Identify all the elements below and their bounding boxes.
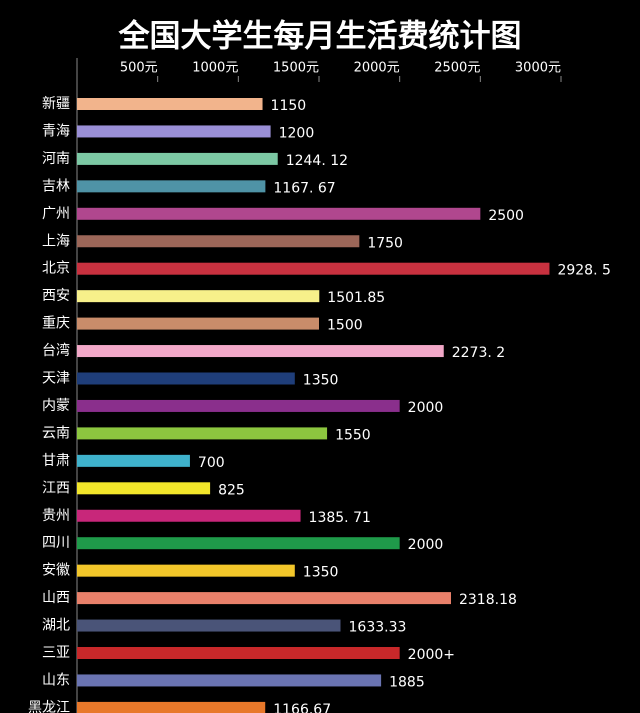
- category-label: 重庆: [42, 316, 70, 332]
- category-label: 山西: [42, 590, 70, 606]
- bar: [77, 701, 266, 713]
- bar: [77, 180, 266, 193]
- bar: [77, 235, 360, 248]
- bar: [77, 537, 400, 550]
- bar: [77, 399, 400, 412]
- x-tick-label: 500元: [120, 61, 158, 76]
- bar: [77, 564, 295, 577]
- value-label: 1750: [367, 235, 403, 251]
- category-label: 新疆: [42, 96, 70, 112]
- bar: [77, 592, 451, 605]
- value-label: 2928. 5: [557, 263, 610, 279]
- category-label: 内蒙: [42, 398, 70, 414]
- bar: [77, 125, 271, 138]
- bar: [77, 647, 400, 659]
- category-label: 安徽: [42, 563, 70, 579]
- x-tick-label: 1500元: [273, 61, 319, 76]
- x-tick-label: 2500元: [434, 61, 480, 76]
- x-tick-label: 3000元: [515, 61, 561, 76]
- value-label: 2000+: [408, 647, 455, 663]
- bar: [77, 482, 211, 495]
- value-label: 1501.85: [327, 290, 385, 306]
- bar: [77, 290, 320, 303]
- category-label: 上海: [42, 233, 70, 249]
- category-label: 台湾: [42, 342, 70, 359]
- value-label: 825: [218, 482, 245, 498]
- value-label: 1244. 12: [286, 153, 348, 169]
- value-label: 1385. 71: [309, 510, 371, 526]
- bar: [77, 152, 278, 165]
- category-label: 贵州: [42, 508, 70, 524]
- value-label: 2500: [488, 208, 524, 224]
- value-label: 2273. 2: [452, 345, 505, 361]
- value-label: 2000: [408, 537, 444, 553]
- bar: [77, 454, 190, 467]
- value-label: 1350: [303, 565, 339, 581]
- value-label: 1166.67: [273, 702, 331, 713]
- category-label: 西安: [42, 288, 70, 304]
- value-label: 1550: [335, 427, 371, 443]
- value-label: 2000: [408, 400, 444, 416]
- bar: [77, 619, 341, 632]
- bar: [77, 345, 444, 358]
- bar: [77, 372, 295, 385]
- category-label: 天津: [42, 371, 70, 387]
- bar: [77, 262, 550, 275]
- bar: [77, 427, 328, 440]
- category-label: 河南: [42, 151, 70, 167]
- value-label: 1885: [389, 674, 425, 690]
- category-label: 云南: [42, 425, 70, 441]
- value-label: 700: [198, 455, 225, 471]
- category-label: 湖北: [42, 618, 70, 634]
- x-tick-label: 2000元: [354, 61, 400, 76]
- category-label: 黑龙江: [28, 700, 70, 713]
- category-label: 北京: [42, 261, 70, 277]
- value-label: 1633.33: [349, 620, 407, 636]
- bar: [77, 207, 481, 220]
- bar: [77, 98, 263, 110]
- category-label: 青海: [42, 123, 70, 139]
- bar: [77, 674, 382, 687]
- value-label: 1167. 67: [273, 180, 335, 196]
- category-label: 三亚: [42, 645, 70, 661]
- value-label: 1150: [271, 98, 307, 114]
- category-label: 广州: [42, 206, 70, 222]
- chart-title: 全国大学生每月生活费统计图: [118, 19, 522, 55]
- category-label: 吉林: [42, 178, 70, 194]
- bar: [77, 317, 319, 330]
- bar: [77, 509, 301, 522]
- value-label: 2318.18: [459, 592, 517, 608]
- value-label: 1500: [327, 318, 363, 334]
- x-tick-label: 1000元: [192, 61, 238, 76]
- category-label: 甘肃: [42, 453, 70, 469]
- category-label: 江西: [42, 480, 70, 496]
- category-label: 山东: [42, 672, 70, 688]
- value-label: 1200: [279, 125, 315, 141]
- category-label: 四川: [42, 535, 70, 551]
- value-label: 1350: [303, 373, 339, 389]
